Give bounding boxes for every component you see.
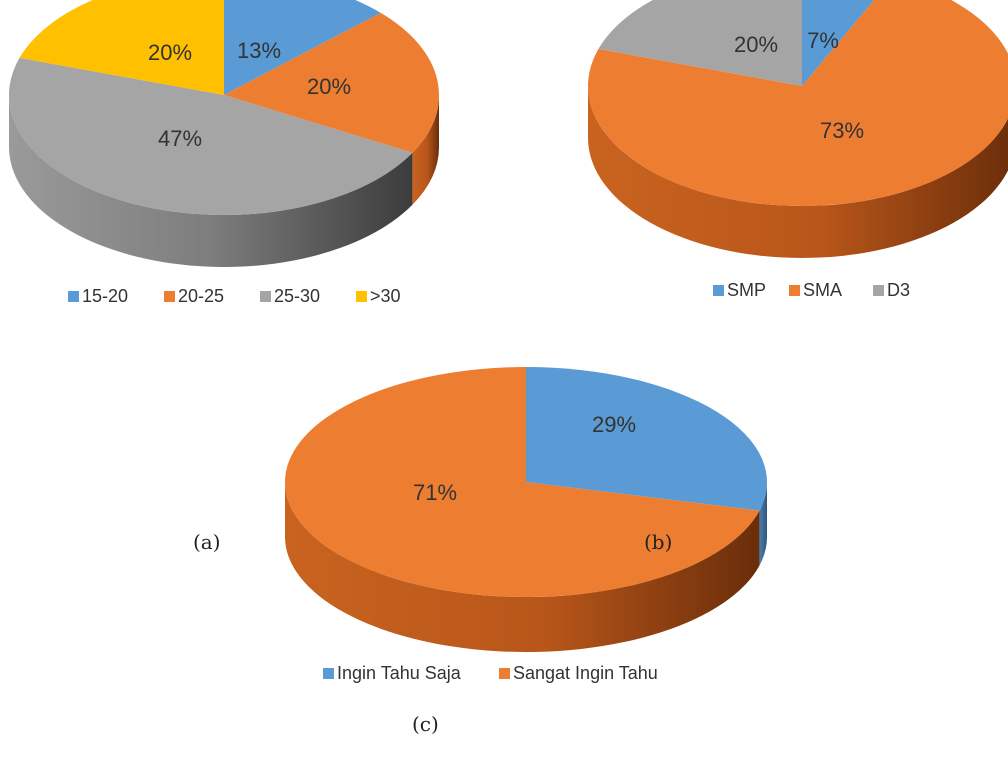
pie-slice-20-25: [224, 12, 440, 153]
slice-value-label: 13%: [237, 38, 281, 63]
slice-value-label: 73%: [820, 118, 864, 143]
pie-slice-15-20: [224, 0, 381, 95]
slice-value-label: 20%: [734, 32, 778, 57]
slice-value-label: 7%: [807, 28, 839, 53]
caption-a: (a): [193, 530, 221, 554]
slice-value-label: 47%: [158, 126, 202, 151]
pie-side-sangat-ingin-tahu: [285, 482, 760, 653]
pie-side-sma: [588, 86, 1008, 258]
legend-swatch: [356, 291, 367, 302]
legend-label: SMP: [727, 280, 766, 300]
slice-value-label: 29%: [592, 412, 636, 437]
pie-chart-education: 7% 73% 20% SMP SMA D3: [588, 0, 1008, 300]
pie-side-walls: [9, 95, 439, 268]
pie-slice-30: [19, 0, 224, 95]
legend-label: Ingin Tahu Saja: [337, 663, 462, 683]
legend: Ingin Tahu Saja Sangat Ingin Tahu: [323, 663, 658, 683]
pie-slice-ingin-tahu-saja: [526, 367, 767, 511]
legend-label: >30: [370, 286, 401, 306]
slice-value-label: 20%: [148, 40, 192, 65]
legend-label: 20-25: [178, 286, 224, 306]
pie-slice-d3: [598, 0, 802, 86]
legend-label: Sangat Ingin Tahu: [513, 663, 658, 683]
legend-label: 15-20: [82, 286, 128, 306]
pie-slice-sangat-ingin-tahu: [285, 366, 760, 597]
pie-chart-curiosity: 29% 71% Ingin Tahu Saja Sangat Ingin Tahu: [285, 366, 767, 683]
legend: 15-20 20-25 25-30 >30: [68, 286, 401, 306]
pie-side-20-25: [412, 95, 439, 205]
slice-value-label: 71%: [413, 480, 457, 505]
legend-swatch: [873, 285, 884, 296]
legend-swatch: [260, 291, 271, 302]
legend-label: D3: [887, 280, 910, 300]
pie-chart-age: 13% 20% 47% 20% 15-20 20-25 25-30 >30: [8, 0, 440, 306]
legend: SMP SMA D3: [713, 280, 910, 300]
legend-label: 25-30: [274, 286, 320, 306]
pie-side-walls: [588, 86, 1008, 258]
legend-swatch: [68, 291, 79, 302]
slice-value-label: 20%: [307, 74, 351, 99]
pie-side-25-30: [9, 95, 413, 268]
caption-b: (b): [644, 530, 673, 554]
pie-side-walls: [285, 482, 767, 653]
legend-swatch: [164, 291, 175, 302]
legend-swatch: [713, 285, 724, 296]
legend-swatch: [789, 285, 800, 296]
legend-label: SMA: [803, 280, 842, 300]
pie-slice-25-30: [8, 57, 413, 216]
legend-swatch: [323, 668, 334, 679]
pie-side-ingin-tahu-saja: [759, 482, 767, 566]
pie-slice-smp: [802, 0, 875, 86]
caption-c: (c): [412, 712, 439, 736]
pie-slice-sma: [588, 0, 1008, 206]
legend-swatch: [499, 668, 510, 679]
